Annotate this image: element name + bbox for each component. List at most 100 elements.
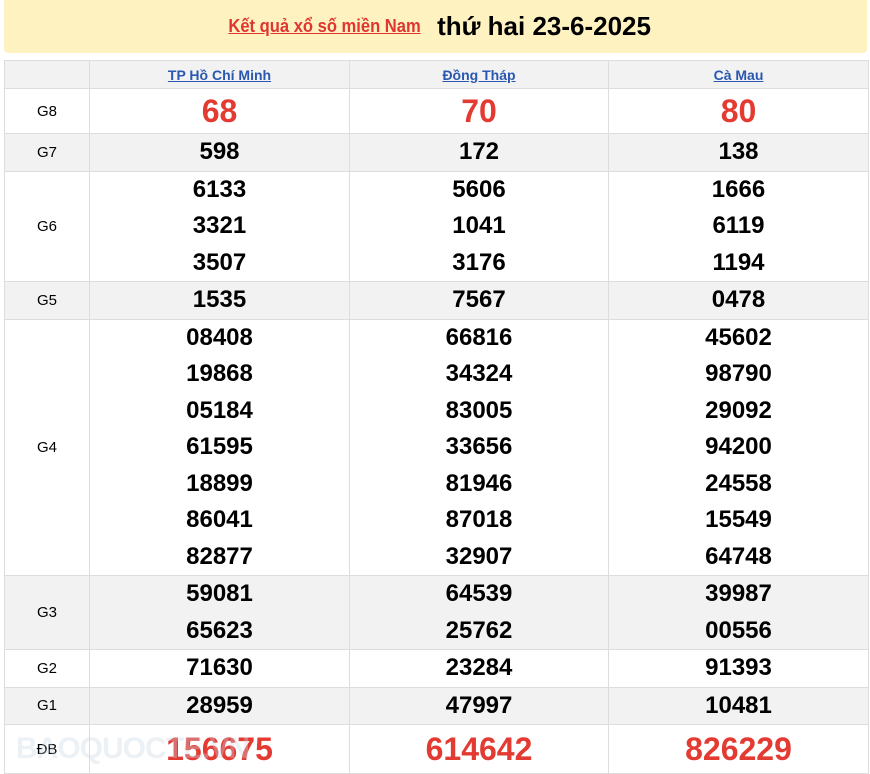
province-link[interactable]: Đồng Tháp [442,66,516,83]
prize-row-g6: G6 6133 3321 3507 5606 1041 3176 1666 6119 1194 [4,170,869,282]
prize-cell: 66816 34324 83005 33656 81946 87018 32907 [349,318,609,576]
prize-number: 70 [461,92,497,129]
prize-number: 18899 [186,469,253,497]
prize-number: 94200 [705,433,772,460]
prize-row-g2: G2 71630 23284 91393 [4,649,869,688]
prize-cell: 172 [349,133,609,172]
prize-number: 1666 [711,175,766,203]
province-link[interactable]: Cà Mau [713,66,764,83]
prize-cell: 5606 1041 3176 [349,170,609,282]
prize-number: 81946 [445,469,513,497]
prize-number: 98790 [705,360,772,387]
prize-cell: 7567 [349,281,609,320]
prize-number: 64539 [445,580,513,607]
prize-number: 91393 [705,654,772,681]
prize-cell: 64539 25762 [349,575,609,650]
prize-cell: 91393 [608,649,869,688]
prize-cell: 6133 3321 3507 [89,170,350,282]
prize-cell: 45602 98790 29092 94200 24558 15549 64748 [608,318,869,576]
prize-row-g7: G7 598 172 138 [4,133,869,172]
header-row: TP Hồ Chí Minh Đồng Tháp Cà Mau [4,60,869,89]
prize-label: G1 [4,686,90,725]
prize-number: 80 [720,92,757,129]
prize-number: 10481 [705,691,772,719]
prize-number: 47997 [445,691,513,719]
prize-number: 34324 [445,360,513,387]
prize-number: 59081 [186,580,253,607]
prize-number: 6133 [192,175,247,203]
prize-number: 826229 [685,730,792,767]
prize-cell: 156675 [89,724,350,774]
prize-number: 65623 [186,616,253,644]
prize-cell: 71630 [89,649,350,688]
prize-number: 3507 [192,248,247,276]
prize-number: 172 [458,138,500,165]
prize-number: 1041 [452,212,506,239]
prize-cell: 138 [608,133,869,172]
prize-cell: 1535 [89,281,350,320]
prize-cell: 47997 [349,686,609,725]
prize-number: 0478 [711,286,766,313]
prize-label: G4 [4,318,90,576]
prize-number: 138 [718,138,759,165]
prize-row-g1: G1 28959 47997 10481 [4,686,869,725]
prize-number: 7567 [452,286,506,313]
prize-number: 28959 [186,691,253,719]
prize-number: 15549 [705,506,772,533]
prize-cell: 0478 [608,281,869,320]
prize-row-g4: G4 08408 19868 05184 61595 18899 86041 82877 668… [4,318,869,576]
prize-cell: 39987 00556 [608,575,869,650]
prize-cell: 08408 19868 05184 61595 18899 86041 82877 [89,318,350,576]
prize-row-đb: ĐB 156675 614642 826229 [4,724,869,774]
prize-number: 3321 [192,212,247,239]
prize-cell: 70 [349,88,609,134]
prize-number: 33656 [445,433,513,460]
prize-label: G6 [4,170,90,282]
prize-number: 82877 [186,542,253,570]
prize-cell: 23284 [349,649,609,688]
prize-number: 45602 [705,323,772,351]
prize-label: G7 [4,133,90,172]
results-table: TP Hồ Chí Minh Đồng Tháp Cà Mau G8 68 70 80 G7… [4,60,869,774]
prize-number: 39987 [705,580,772,607]
prize-cell: 1666 6119 1194 [608,170,869,282]
prize-number: 05184 [186,396,253,424]
prize-number: 00556 [705,616,772,644]
prize-number: 32907 [445,542,513,570]
corner-cell [4,60,90,89]
prize-row-g5: G5 1535 7567 0478 [4,281,869,320]
results-link[interactable]: Kết quả xổ số miền Nam [228,16,421,36]
prize-cell: 598 [89,133,350,172]
prize-number: 08408 [186,323,253,351]
province-link[interactable]: TP Hồ Chí Minh [167,66,272,83]
prize-number: 68 [201,92,238,129]
column-header: Cà Mau [608,60,869,89]
prize-number: 86041 [186,506,253,533]
prize-number: 25762 [445,616,513,644]
prize-number: 614642 [425,730,533,767]
prize-cell: 80 [608,88,869,134]
prize-number: 1194 [712,248,765,276]
prize-number: 71630 [186,654,253,681]
prize-label: G2 [4,649,90,688]
prize-number: 64748 [705,542,772,570]
prize-number: 19868 [186,360,253,387]
prize-number: 23284 [445,654,513,681]
prize-cell: 68 [89,88,350,134]
prize-number: 87018 [445,506,513,533]
prize-number: 6119 [712,212,765,239]
prize-number: 83005 [445,396,513,424]
prize-label: G3 [4,575,90,650]
prize-number: 66816 [445,323,513,351]
prize-label: ĐB [4,724,90,774]
prize-cell: 28959 [89,686,350,725]
draw-date: thứ hai 23-6-2025 [437,11,651,41]
results-title: Kết quả xổ số miền Nam thứ hai 23-6-2025 [4,0,867,53]
prize-number: 1535 [192,286,247,313]
prize-label: G8 [4,88,90,134]
prize-number: 598 [199,138,240,165]
prize-cell: 614642 [349,724,609,774]
prize-number: 5606 [452,175,506,203]
column-header: TP Hồ Chí Minh [89,60,350,89]
prize-number: 3176 [452,248,506,276]
